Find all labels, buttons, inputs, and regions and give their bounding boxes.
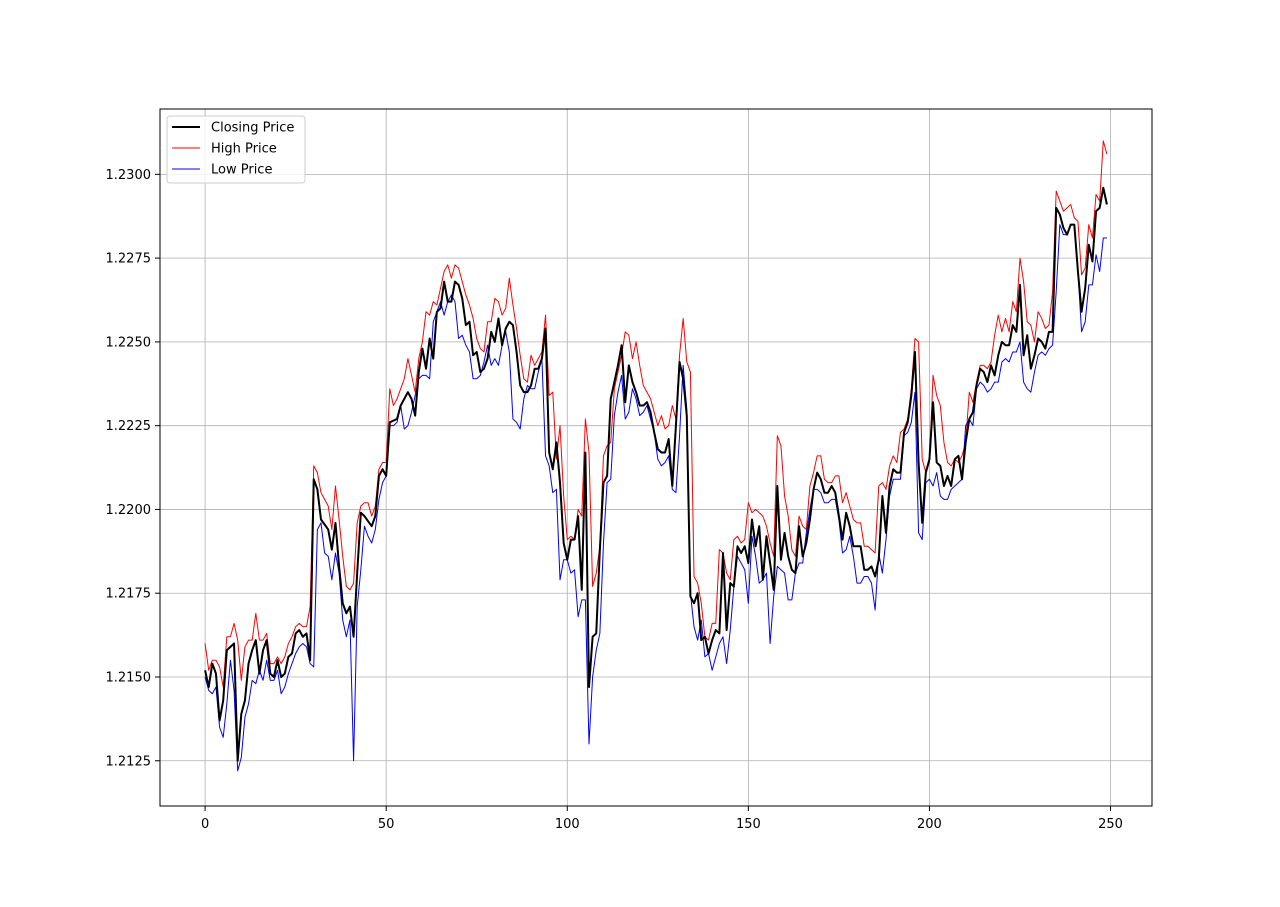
x-tick-label: 100 <box>555 817 580 832</box>
closing-price-line <box>204 186 1108 762</box>
high-price-line <box>204 140 1108 688</box>
y-tick-label: 1.2300 <box>106 168 152 183</box>
x-tick-label: 150 <box>736 817 761 832</box>
x-tick-label: 250 <box>1098 817 1123 832</box>
x-tick-label: 0 <box>201 817 209 832</box>
series-lines <box>204 140 1108 772</box>
y-tick-label: 1.2250 <box>106 335 152 350</box>
y-tick-label: 1.2200 <box>106 503 152 518</box>
y-tick-label: 1.2275 <box>106 252 152 267</box>
plot-area-background <box>160 109 1152 806</box>
y-tick-label: 1.2125 <box>106 754 152 769</box>
axis-ticks: 0 50 100 150 200 250 1.2125 1.2150 1.2175 1.2200 1… <box>106 168 1123 832</box>
y-tick-label: 1.2150 <box>106 670 152 685</box>
y-tick-label: 1.2225 <box>106 419 152 434</box>
grid-lines <box>160 109 1152 806</box>
legend-label-closing-price: Closing Price <box>211 121 294 136</box>
legend-label-low-price: Low Price <box>211 163 272 178</box>
x-tick-label: 50 <box>378 817 395 832</box>
legend-label-high-price: High Price <box>211 142 277 157</box>
legend-box <box>166 115 306 184</box>
low-price-line <box>204 224 1107 772</box>
legend: Closing Price High Price Low Price <box>166 115 306 184</box>
y-tick-label: 1.2175 <box>106 587 152 602</box>
plot-area-frame <box>159 108 1153 807</box>
x-tick-label: 200 <box>917 817 942 832</box>
